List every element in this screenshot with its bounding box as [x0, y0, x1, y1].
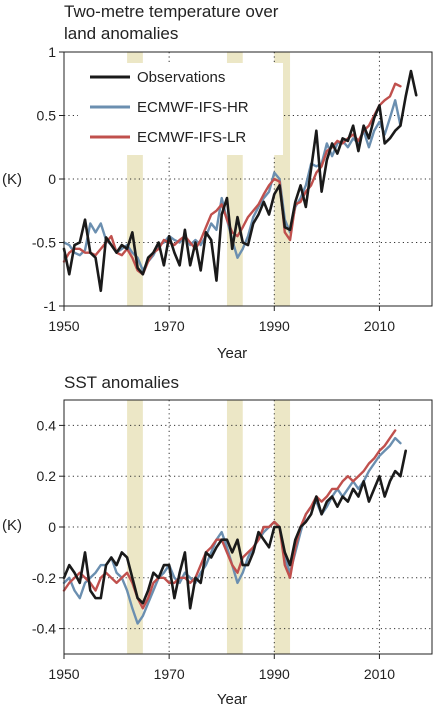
volcanic-band	[226, 400, 243, 654]
x-tick-label: 1950	[48, 666, 79, 682]
panel-title-line: Two-metre temperature over	[64, 2, 279, 21]
lr-line	[62, 82, 402, 276]
series-lines	[62, 429, 408, 625]
legend-label-observations: Observations	[137, 69, 225, 86]
observations-line	[62, 69, 418, 293]
y-tick-label: 0.4	[37, 417, 57, 433]
lr-line	[62, 429, 397, 610]
y-tick-label: -0.5	[32, 235, 56, 251]
observations-line	[62, 449, 408, 610]
y-tick-label: -1	[44, 298, 57, 314]
panel-title-line: SST anomalies	[64, 373, 179, 392]
panel-sst: SST anomalies 1950 1970 1990 2010 -0.4 -0.2 0 0…	[2, 373, 433, 708]
y-tick-label: 1	[48, 44, 56, 60]
y-tick-label: 0.2	[37, 468, 57, 484]
x-tick-label: 1990	[259, 666, 290, 682]
y-axis-label: (K)	[2, 517, 22, 534]
x-tick-label: 1970	[154, 666, 185, 682]
legend: Observations ECMWF-IFS-HR ECMWF-IFS-LR	[90, 69, 249, 146]
x-tick-label: 2010	[364, 318, 395, 334]
tick-labels: 1950 1970 1990 2010 -1 -0.5 0 0.5 1	[32, 44, 395, 334]
x-axis-label: Year	[217, 691, 247, 708]
panel-t2m: Two-metre temperature over land anomalie…	[2, 2, 433, 362]
volcanic-band	[274, 400, 291, 654]
y-tick-label: 0	[48, 519, 56, 535]
y-tick-label: 0.5	[37, 108, 57, 124]
x-tick-label: 1970	[154, 318, 185, 334]
x-tick-label: 1990	[259, 318, 290, 334]
x-axis-label: Year	[217, 345, 247, 362]
legend-label-lr: ECMWF-IFS-LR	[137, 129, 246, 146]
series-lines	[62, 69, 418, 293]
x-tick-label: 1950	[48, 318, 79, 334]
y-tick-label: -0.2	[32, 570, 56, 586]
x-tick-label: 2010	[364, 666, 395, 682]
grid-lines	[64, 400, 432, 654]
panel-title-line: land anomalies	[64, 24, 178, 43]
grid-lines	[64, 52, 432, 306]
y-tick-label: 0	[48, 171, 56, 187]
y-axis-label: (K)	[2, 171, 22, 188]
tick-labels: 1950 1970 1990 2010 -0.4 -0.2 0 0.2 0.4	[32, 417, 395, 682]
y-tick-label: -0.4	[32, 621, 56, 637]
legend-label-hr: ECMWF-IFS-HR	[137, 99, 249, 116]
